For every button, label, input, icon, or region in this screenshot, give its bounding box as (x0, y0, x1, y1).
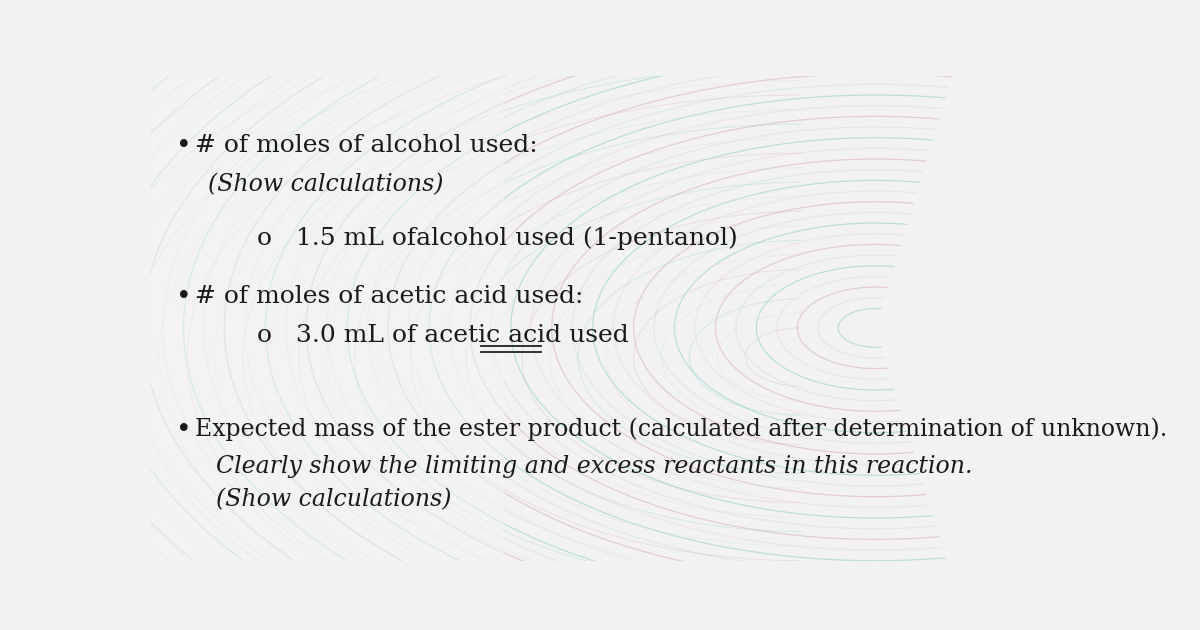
Text: (Show calculations): (Show calculations) (208, 173, 443, 197)
Text: •: • (176, 417, 192, 442)
Text: Clearly show the limiting and excess reactants in this reaction.: Clearly show the limiting and excess rea… (216, 455, 972, 478)
Text: (Show calculations): (Show calculations) (216, 488, 451, 512)
Text: •: • (176, 284, 192, 309)
Bar (150, 76, 504, 561)
Text: Expected mass of the ester product (calculated after determination of unknown).: Expected mass of the ester product (calc… (194, 418, 1168, 442)
Text: # of moles of alcohol used:: # of moles of alcohol used: (194, 134, 538, 158)
Text: o   1.5 mL of​alcohol used (1-pentanol): o 1.5 mL of​alcohol used (1-pentanol) (257, 226, 738, 250)
Text: •: • (176, 134, 192, 158)
Text: o   3.0 mL of acetic acid used: o 3.0 mL of acetic acid used (257, 324, 629, 346)
Text: # of moles of acetic acid used:: # of moles of acetic acid used: (194, 285, 583, 308)
